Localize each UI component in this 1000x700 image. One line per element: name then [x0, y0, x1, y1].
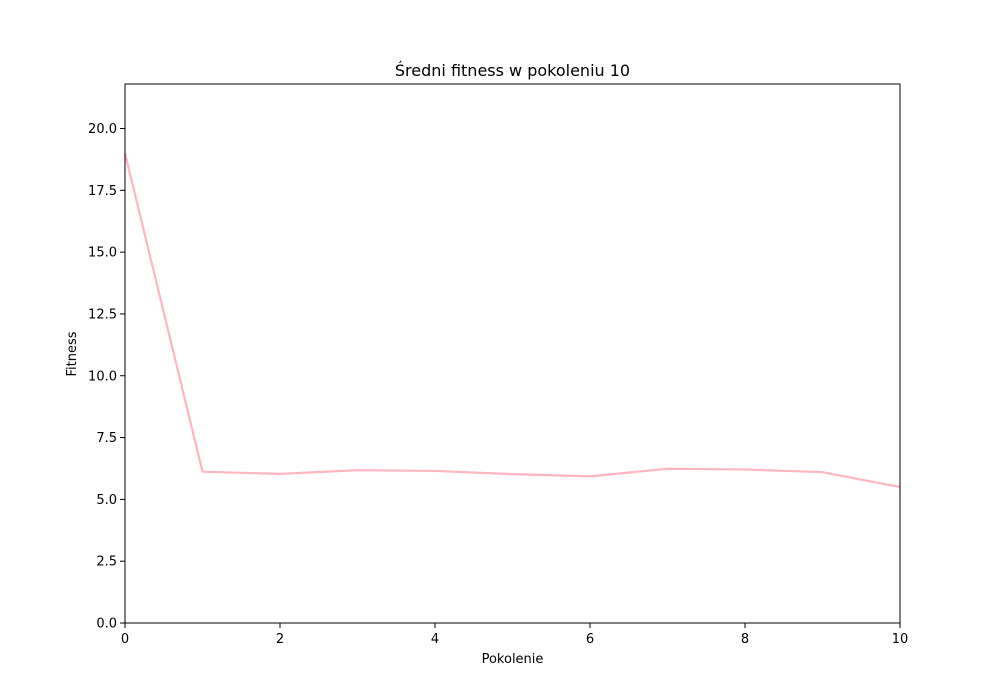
chart-title: Średni fitness w pokoleniu 10 — [395, 61, 630, 80]
y-tick-label: 5.0 — [96, 493, 117, 508]
y-axis-ticks: 0.0 2.5 5.0 7.5 10.0 12.5 15.0 17.5 20.0 — [88, 122, 125, 632]
y-tick-label: 0.0 — [96, 617, 117, 632]
y-tick-label: 2.5 — [96, 555, 117, 570]
x-axis-label: Pokolenie — [482, 652, 544, 667]
x-tick-label: 4 — [431, 632, 439, 647]
x-tick-label: 10 — [892, 632, 909, 647]
x-tick-label: 2 — [276, 632, 284, 647]
x-tick-label: 8 — [741, 632, 749, 647]
plot-area — [123, 152, 901, 489]
y-tick-label: 17.5 — [88, 184, 117, 199]
series-line — [123, 152, 901, 489]
y-tick-label: 12.5 — [88, 307, 117, 322]
y-tick-label: 20.0 — [88, 122, 117, 137]
y-tick-label: 10.0 — [88, 369, 117, 384]
y-tick-label: 15.0 — [88, 246, 117, 261]
x-tick-label: 6 — [586, 632, 594, 647]
plot-frame — [124, 83, 901, 624]
y-tick-label: 7.5 — [96, 431, 117, 446]
x-tick-label: 0 — [121, 632, 129, 647]
x-axis-ticks: 0 2 4 6 8 10 — [121, 623, 908, 647]
y-axis-label: Fitness — [65, 331, 80, 376]
